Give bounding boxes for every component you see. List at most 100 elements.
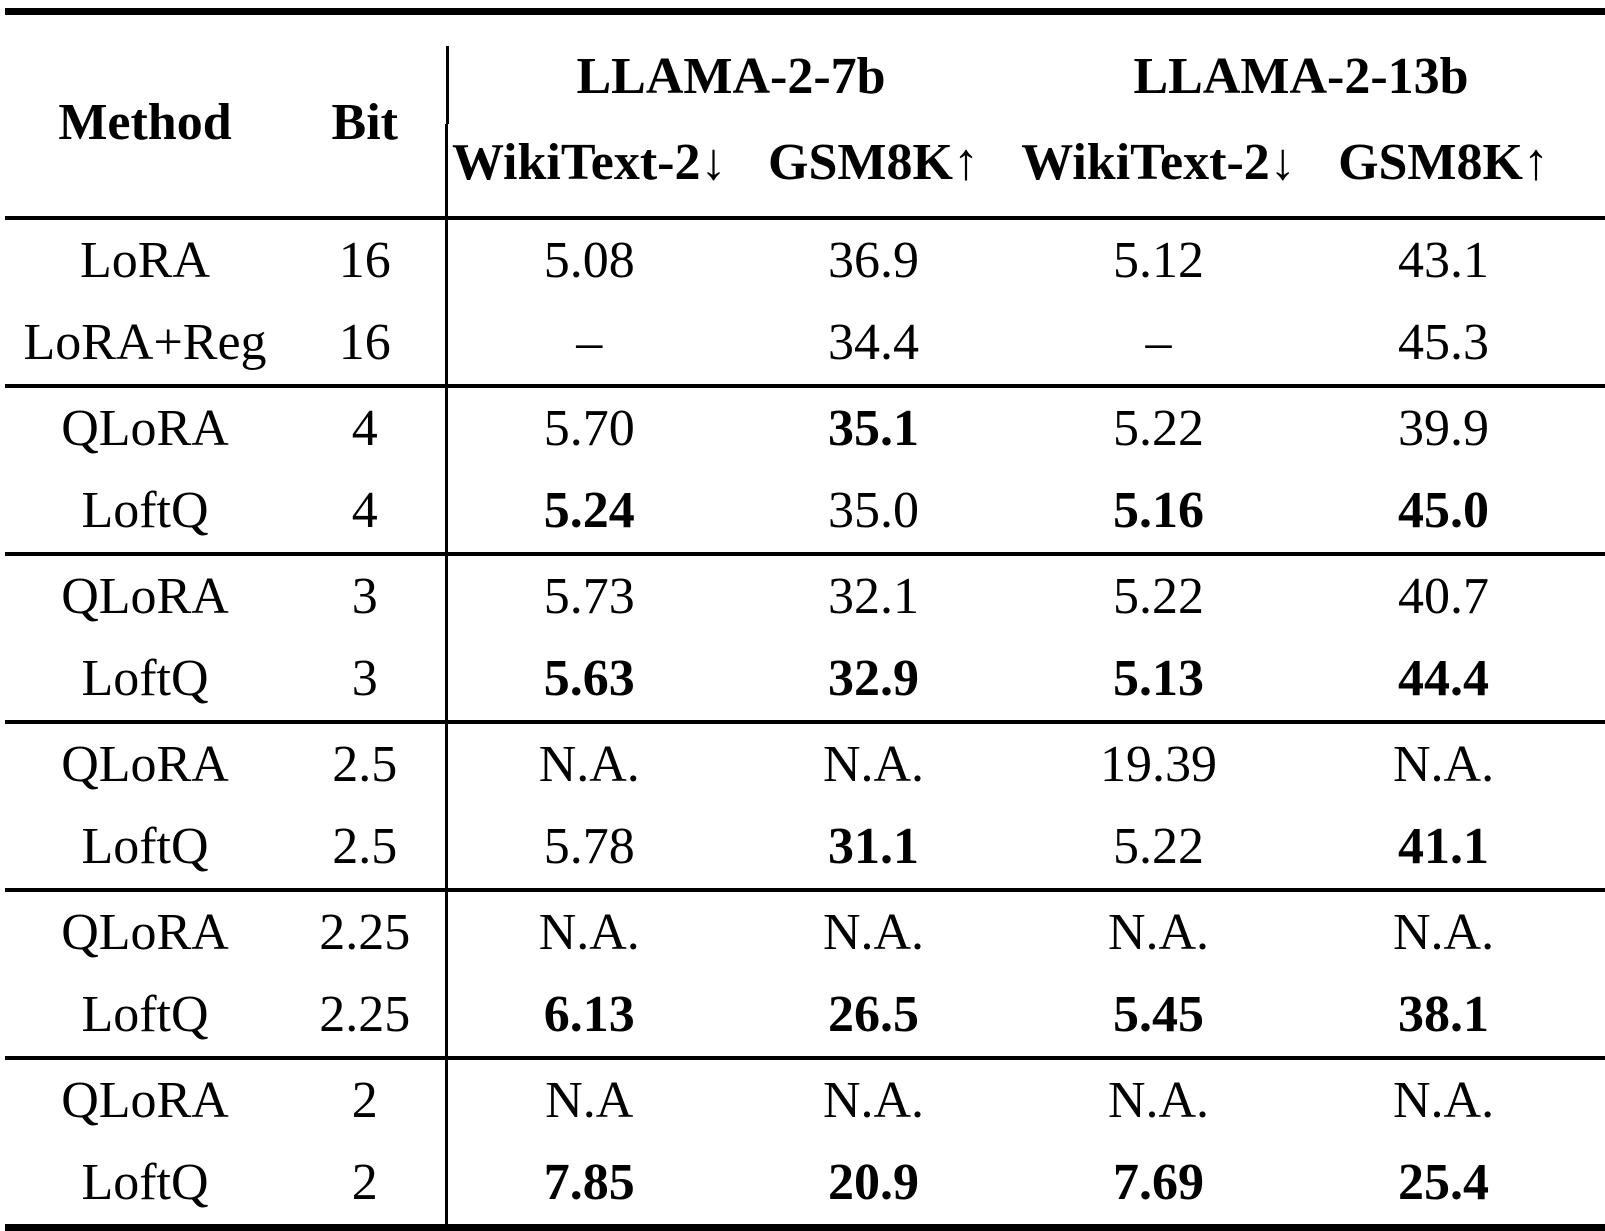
value-cell: N.A. — [1392, 736, 1495, 793]
table-row: LoftQ 2.5 5.78 31.1 5.22 41.1 — [5, 806, 1605, 890]
value-cell: 26.5 — [828, 986, 919, 1043]
value-cell: – — [444, 302, 731, 386]
value-cell: 5.22 — [1113, 818, 1205, 875]
table-header: Method Bit LLAMA-2-7b LLAMA-2-13b WikiTe… — [5, 11, 1605, 218]
bit-cell: 2 — [351, 1072, 378, 1129]
header-model-llama-2-13b: LLAMA-2-13b — [1133, 47, 1469, 105]
bit-cell: 4 — [351, 482, 378, 539]
value-cell: 38.1 — [1398, 986, 1490, 1043]
method-cell: QLoRA — [61, 400, 229, 457]
bit-cell: 3 — [351, 650, 378, 707]
row-group: LoRA 16 5.08 36.9 5.12 43.1 LoRA+Reg 16–34.4–45… — [5, 218, 1605, 386]
method-cell: LoRA+Reg — [23, 314, 267, 371]
bit-cell: 2 — [351, 1154, 378, 1211]
bit-cell: 2.5 — [332, 736, 398, 793]
value-cell: 45.0 — [1398, 482, 1490, 539]
value-cell: 19.39 — [1100, 736, 1218, 793]
value-cell: 5.45 — [1113, 986, 1205, 1043]
value-cell: 45.3 — [1398, 314, 1490, 371]
value-cell: 44.4 — [1398, 650, 1490, 707]
value-cell: 40.7 — [1398, 568, 1490, 625]
value-cell: 5.22 — [1113, 400, 1205, 457]
header-method: Method — [58, 93, 232, 151]
bit-cell: 2.25 — [319, 904, 411, 961]
table-row: LoftQ 3 5.63 32.9 5.13 44.4 — [5, 638, 1605, 722]
method-cell: LoftQ — [81, 482, 209, 539]
row-group: QLoRA 2.25 N.A. N.A. N.A. N.A. LoftQ 2.25 6.13 26… — [5, 890, 1605, 1058]
value-cell: 7.69 — [1113, 1154, 1205, 1211]
header-model-llama-2-7b: LLAMA-2-7b — [446, 11, 1017, 124]
header-metric-wikitext2-13b: WikiText-2↓ — [1021, 134, 1296, 191]
row-group: QLoRA 2 N.A N.A. N.A. N.A. LoftQ 2 7.85 20.9 7.69 2… — [5, 1058, 1605, 1228]
value-cell: N.A. — [444, 722, 731, 806]
value-cell: 43.1 — [1398, 232, 1490, 289]
header-metric-wikitext2-7b: WikiText-2↓ — [444, 124, 731, 218]
header-bit: Bit — [331, 93, 398, 151]
value-cell: 35.0 — [828, 482, 919, 539]
method-cell: LoftQ — [81, 818, 209, 875]
value-cell: 5.78 — [444, 806, 731, 890]
value-cell: 20.9 — [828, 1154, 919, 1211]
row-group: QLoRA 4 5.70 35.1 5.22 39.9 LoftQ 4 5.24 35.0 5.16… — [5, 386, 1605, 554]
value-cell: N.A. — [822, 736, 925, 793]
value-cell: 7.85 — [444, 1142, 731, 1228]
bit-cell: 4 — [351, 400, 378, 457]
table-row: QLoRA 2 N.A N.A. N.A. N.A. — [5, 1058, 1605, 1142]
row-group: QLoRA 2.5 N.A. N.A. 19.39 N.A. LoftQ 2.5 5.78 31.… — [5, 722, 1605, 890]
table-row: LoftQ 2 7.85 20.9 7.69 25.4 — [5, 1142, 1605, 1228]
value-cell: N.A. — [1107, 1072, 1210, 1129]
bit-cell: 2.5 — [332, 818, 398, 875]
value-cell: 6.13 — [444, 974, 731, 1058]
value-cell: 5.73 — [444, 554, 731, 638]
header-metric-gsm8k-13b: GSM8K↑ — [1338, 134, 1549, 191]
method-cell: LoftQ — [81, 986, 209, 1043]
table-row: LoRA+Reg 16–34.4–45.3 — [5, 302, 1605, 386]
value-cell: 36.9 — [828, 232, 919, 289]
method-cell: LoRA — [80, 232, 210, 289]
method-cell: LoftQ — [81, 650, 209, 707]
header-metric-gsm8k-7b: GSM8K↑ — [768, 134, 979, 191]
table-row: QLoRA 4 5.70 35.1 5.22 39.9 — [5, 386, 1605, 470]
value-cell: N.A — [444, 1058, 731, 1142]
results-table: Method Bit LLAMA-2-7b LLAMA-2-13b WikiTe… — [5, 8, 1605, 1231]
value-cell: N.A. — [1392, 1072, 1495, 1129]
method-cell: QLoRA — [61, 736, 229, 793]
bit-cell: 16 — [338, 232, 391, 289]
bit-cell: 3 — [351, 568, 378, 625]
value-cell: 31.1 — [828, 818, 919, 875]
value-cell: 5.13 — [1113, 650, 1205, 707]
table-row: LoftQ 4 5.24 35.0 5.16 45.0 — [5, 470, 1605, 554]
bit-cell: 16 — [338, 314, 391, 371]
method-cell: QLoRA — [61, 1072, 229, 1129]
paper-table-page: Method Bit LLAMA-2-7b LLAMA-2-13b WikiTe… — [5, 8, 1605, 1231]
value-cell: 5.24 — [444, 470, 731, 554]
value-cell: N.A. — [822, 1072, 925, 1129]
table-row: LoftQ 2.25 6.13 26.5 5.45 38.1 — [5, 974, 1605, 1058]
value-cell: 41.1 — [1398, 818, 1490, 875]
header-metric-row: WikiText-2↓ GSM8K↑ WikiText-2↓ GSM8K↑ — [5, 124, 1605, 218]
bit-cell: 2.25 — [319, 986, 411, 1043]
value-cell: 5.63 — [444, 638, 731, 722]
value-cell: 5.08 — [444, 218, 731, 302]
method-cell: QLoRA — [61, 904, 229, 961]
value-cell: 5.70 — [444, 386, 731, 470]
table-row: QLoRA 2.5 N.A. N.A. 19.39 N.A. — [5, 722, 1605, 806]
table-row: LoRA 16 5.08 36.9 5.12 43.1 — [5, 218, 1605, 302]
header-model-row: Method Bit LLAMA-2-7b LLAMA-2-13b — [5, 11, 1605, 148]
value-cell: 25.4 — [1398, 1154, 1490, 1211]
value-cell: N.A. — [1392, 904, 1495, 961]
method-cell: LoftQ — [81, 1154, 209, 1211]
row-group: QLoRA 3 5.73 32.1 5.22 40.7 LoftQ 3 5.63 32.9 5.13… — [5, 554, 1605, 722]
value-cell: 35.1 — [828, 400, 919, 457]
table-row: QLoRA 2.25 N.A. N.A. N.A. N.A. — [5, 890, 1605, 974]
value-cell: 5.12 — [1113, 232, 1205, 289]
value-cell: N.A. — [1107, 904, 1210, 961]
value-cell: 32.9 — [828, 650, 919, 707]
value-cell: 5.16 — [1113, 482, 1205, 539]
value-cell: N.A. — [822, 904, 925, 961]
value-cell: N.A. — [444, 890, 731, 974]
method-cell: QLoRA — [61, 568, 229, 625]
value-cell: 32.1 — [828, 568, 919, 625]
value-cell: 39.9 — [1398, 400, 1490, 457]
value-cell: 5.22 — [1113, 568, 1205, 625]
